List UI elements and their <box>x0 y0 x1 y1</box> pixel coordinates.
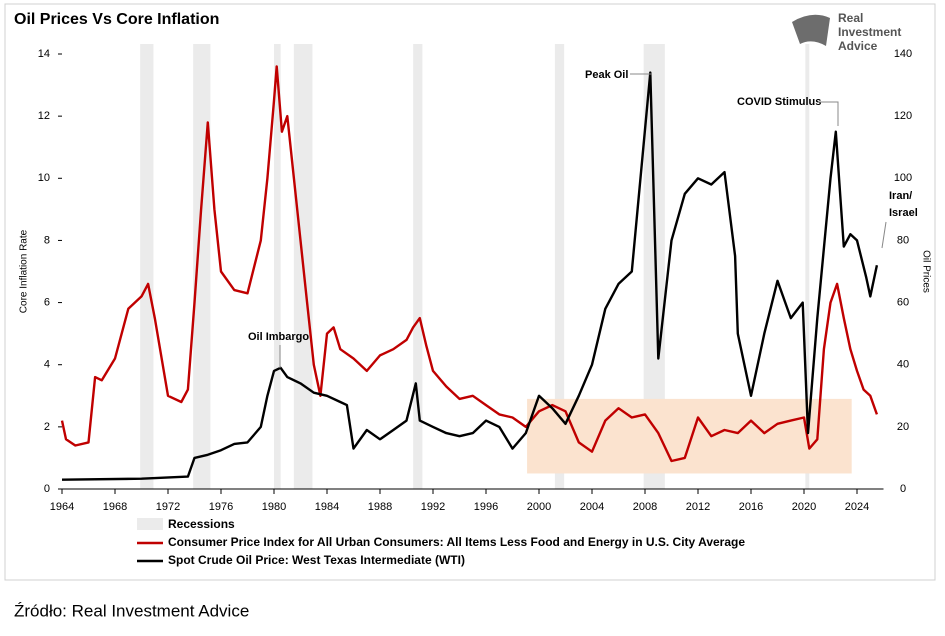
x-tick-label: 1980 <box>262 501 286 513</box>
y-tick-label: 14 <box>38 48 50 60</box>
x-tick-label: 2000 <box>527 501 551 513</box>
y-tick-label: 4 <box>44 359 50 371</box>
y2-tick-label: 80 <box>897 234 909 246</box>
recession-band <box>274 44 281 489</box>
y2-tick-label: 120 <box>894 110 912 122</box>
y2-tick-label: 20 <box>897 421 909 433</box>
y2-tick-label: 40 <box>897 359 909 371</box>
chart-title: Oil Prices Vs Core Inflation <box>14 11 219 28</box>
x-tick-label: 1984 <box>315 501 339 513</box>
annotation: COVID Stimulus <box>737 96 821 108</box>
annotation: Peak Oil <box>585 69 628 81</box>
x-tick-label: 1996 <box>474 501 498 513</box>
logo-icon <box>792 14 830 46</box>
logo-text: Real <box>838 11 863 25</box>
y2-tick-label: 140 <box>894 48 912 60</box>
series-line <box>60 65 879 463</box>
x-tick-label: 1976 <box>209 501 233 513</box>
legend-swatch <box>137 518 163 530</box>
y-axis-label: Core Inflation Rate <box>19 229 30 313</box>
x-tick-label: 2004 <box>580 501 604 513</box>
y-tick-label: 2 <box>44 421 50 433</box>
x-tick-label: 2016 <box>739 501 763 513</box>
y-tick-label: 12 <box>38 110 50 122</box>
recession-band <box>140 44 154 489</box>
y2-tick-label: 100 <box>894 172 912 184</box>
y2-axis-label: Oil Prices <box>920 250 931 293</box>
legend-label: Consumer Price Index for All Urban Consu… <box>168 535 745 549</box>
annotation: Oil Imbargo <box>248 331 309 343</box>
series-line <box>61 71 879 481</box>
x-tick-label: 2008 <box>633 501 657 513</box>
source-note: Źródło: Real Investment Advice <box>14 601 249 620</box>
recession-band <box>193 44 211 489</box>
x-tick-label: 2024 <box>845 501 869 513</box>
y-tick-label: 6 <box>44 296 50 308</box>
annotation: Israel <box>889 207 918 219</box>
x-tick-label: 1972 <box>156 501 180 513</box>
recession-band <box>805 44 810 489</box>
x-tick-label: 1964 <box>50 501 74 513</box>
x-tick-label: 2012 <box>686 501 710 513</box>
logo-text: Advice <box>838 39 878 53</box>
legend-label: Recessions <box>168 517 235 531</box>
highlight-box <box>527 398 852 474</box>
recession-band <box>413 44 423 489</box>
chart-frame <box>4 3 936 581</box>
logo-text: Investment <box>838 25 901 39</box>
x-tick-label: 1968 <box>103 501 127 513</box>
y-tick-label: 0 <box>44 483 50 495</box>
y-tick-label: 8 <box>44 234 50 246</box>
recession-band <box>643 44 665 489</box>
x-tick-label: 2020 <box>792 501 816 513</box>
y2-tick-label: 0 <box>900 483 906 495</box>
legend-label: Spot Crude Oil Price: West Texas Interme… <box>168 553 465 567</box>
x-tick-label: 1992 <box>421 501 445 513</box>
recession-band <box>554 44 565 489</box>
y2-tick-label: 60 <box>897 296 909 308</box>
x-tick-label: 1988 <box>368 501 392 513</box>
annotation-pointer <box>881 221 887 249</box>
y-tick-label: 10 <box>38 172 50 184</box>
annotation: Iran/ <box>889 190 912 202</box>
annotation-pointer <box>818 101 839 126</box>
